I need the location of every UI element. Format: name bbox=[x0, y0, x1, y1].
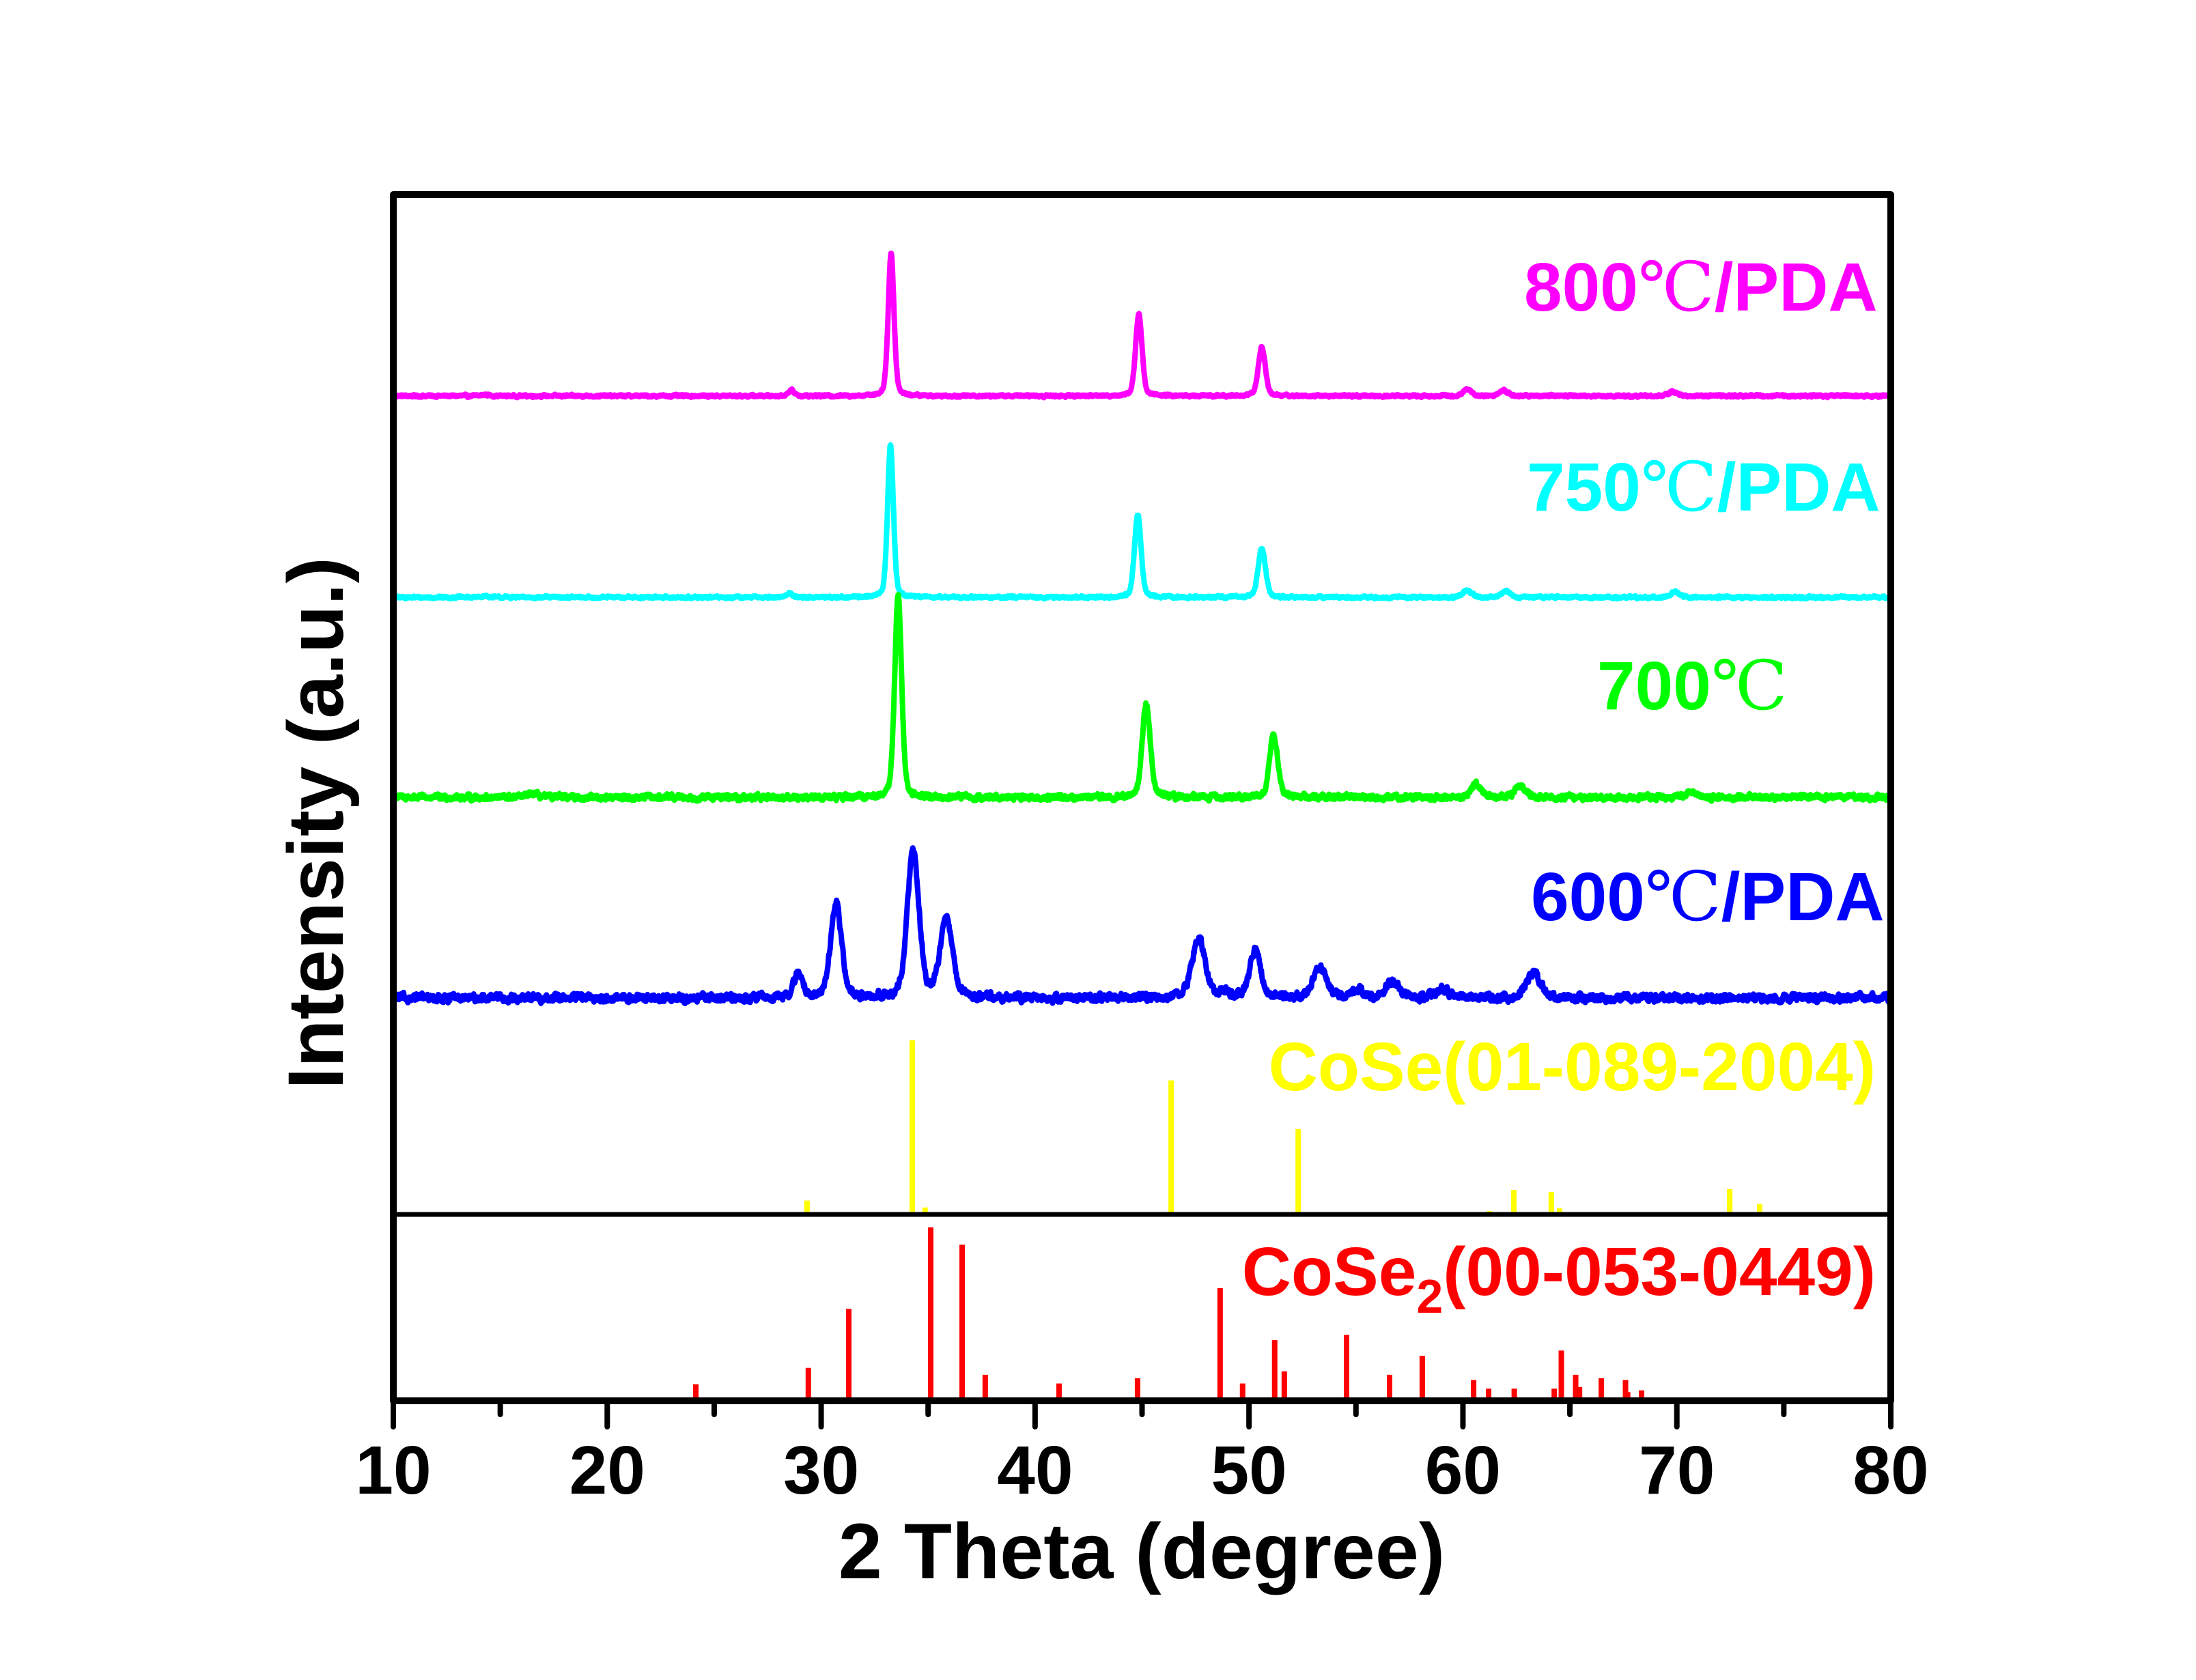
reference-label-cose2-formula: CoSe bbox=[1242, 1234, 1417, 1310]
x-tick-label: 40 bbox=[997, 1432, 1073, 1509]
reference-label-cose2: CoSe2(00-053-0449) bbox=[1242, 1234, 1876, 1323]
xrd-pattern-700 bbox=[391, 592, 1894, 804]
series-label-700: 700℃ bbox=[1597, 646, 1788, 726]
celsius-symbol: ℃ bbox=[1638, 247, 1715, 327]
reference-label-cose2-subscript: 2 bbox=[1416, 1270, 1443, 1323]
series-label-700-temp: 700 bbox=[1597, 648, 1711, 724]
xrd-pattern-750 bbox=[391, 442, 1894, 602]
x-tick-label: 10 bbox=[355, 1432, 431, 1509]
series-label-800: 800℃/PDA bbox=[1524, 247, 1878, 327]
x-axis-ticks bbox=[391, 1398, 1894, 1429]
reference-label-cose: CoSe(01-089-2004) bbox=[1269, 1029, 1876, 1105]
series-label-800-temp: 800 bbox=[1524, 249, 1638, 326]
series-label-600-temp: 600 bbox=[1531, 859, 1645, 935]
celsius-symbol: ℃ bbox=[1645, 857, 1721, 937]
series-label-800-suffix: /PDA bbox=[1715, 249, 1878, 326]
x-tick-label: 20 bbox=[569, 1432, 645, 1509]
series-label-750-temp: 750 bbox=[1527, 449, 1641, 526]
celsius-symbol: ℃ bbox=[1641, 447, 1717, 527]
series-label-750-suffix: /PDA bbox=[1717, 449, 1881, 526]
series-label-600: 600℃/PDA bbox=[1531, 857, 1885, 937]
x-axis-tick-labels: 10 20 30 40 50 60 70 80 bbox=[355, 1432, 1928, 1509]
x-axis-title: 2 Theta (degree) bbox=[839, 1508, 1445, 1595]
reference-label-cose2-card: (00-053-0449) bbox=[1443, 1234, 1876, 1310]
xrd-pattern-800 bbox=[391, 251, 1894, 401]
series-label-600-suffix: /PDA bbox=[1721, 859, 1885, 935]
xrd-pattern-600 bbox=[391, 845, 1894, 1006]
plot-area bbox=[391, 251, 1894, 1401]
series-label-750: 750℃/PDA bbox=[1527, 447, 1881, 527]
x-tick-label: 60 bbox=[1425, 1432, 1501, 1509]
x-tick-label: 50 bbox=[1211, 1432, 1287, 1509]
x-tick-label: 80 bbox=[1853, 1432, 1928, 1509]
x-tick-label: 30 bbox=[783, 1432, 859, 1509]
xrd-curves bbox=[391, 251, 1894, 1006]
y-axis-title: Intensity (a.u.) bbox=[272, 557, 360, 1090]
x-tick-label: 70 bbox=[1639, 1432, 1715, 1509]
celsius-symbol: ℃ bbox=[1711, 646, 1788, 726]
